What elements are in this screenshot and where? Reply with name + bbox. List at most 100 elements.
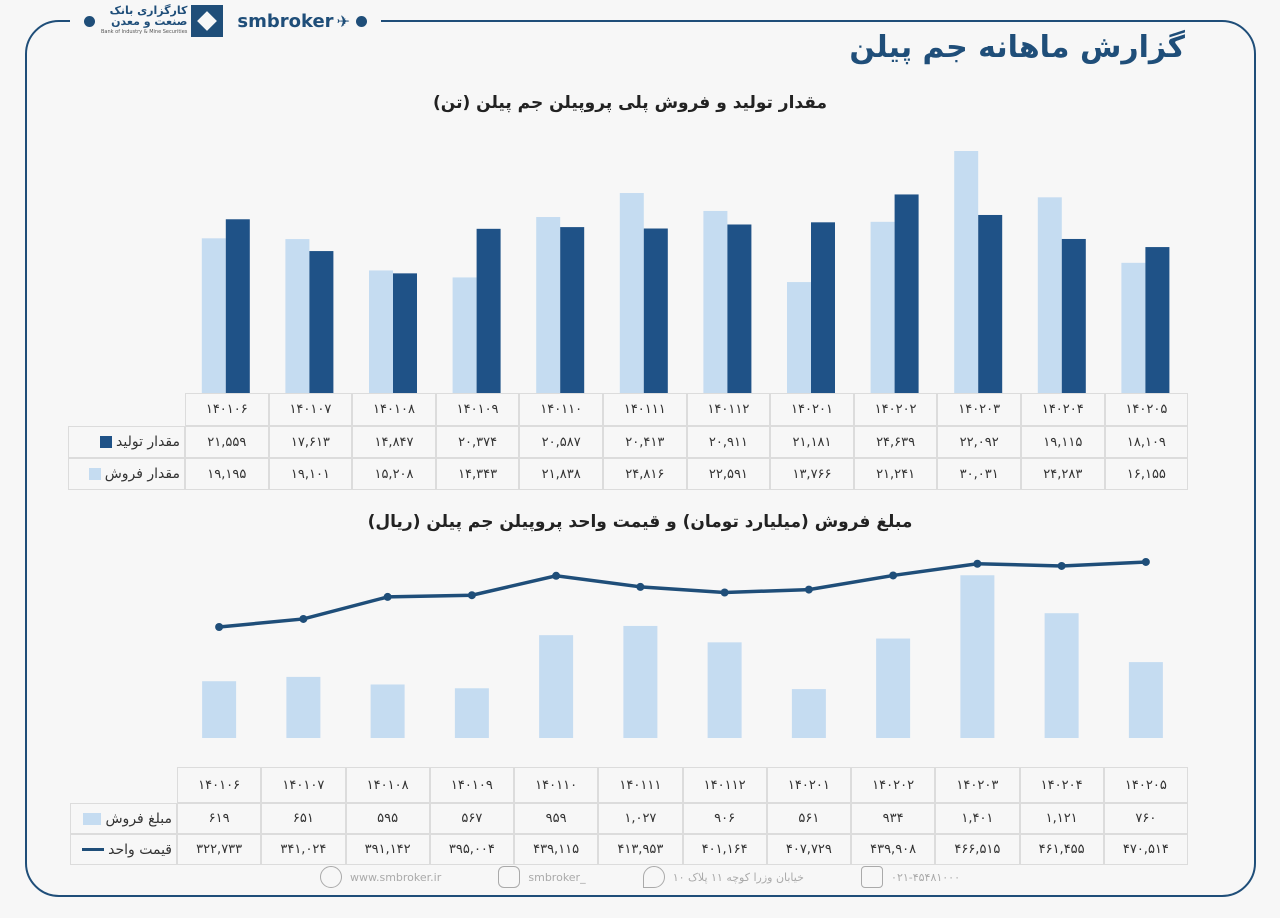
globe-icon <box>320 866 342 888</box>
production-qty-bar <box>309 251 334 393</box>
unit-price-value: ۴۷۰,۵۱۴ <box>1103 834 1188 865</box>
sales-qty-bar <box>703 210 728 393</box>
category-label: ۱۴۰۱۰۶ <box>177 767 262 803</box>
sales-qty-bar <box>1037 197 1062 393</box>
category-label: ۱۴۰۲۰۵ <box>1103 767 1188 803</box>
unit-price-value: ۳۴۱,۰۲۴ <box>261 834 346 865</box>
production-qty-bar <box>894 194 919 393</box>
production-qty-bar <box>1145 247 1170 393</box>
category-label: ۱۴۰۲۰۳ <box>935 767 1020 803</box>
header-logos: کارگزاری بانک صنعت و معدن Bank of Indust… <box>70 4 381 38</box>
location-pin-icon <box>642 866 665 888</box>
sales-value: ۲۱,۸۳۸ <box>519 458 603 490</box>
sales-value: ۲۱,۲۴۱ <box>853 458 938 490</box>
production-value: ۱۹,۱۱۵ <box>1021 426 1105 458</box>
category-label: ۱۴۰۲۰۵ <box>1104 393 1189 426</box>
category-label: ۱۴۰۱۱۰ <box>519 393 603 426</box>
unit-price-point <box>383 592 392 601</box>
bank-name-en: Bank of Industry & Mine Securities <box>101 28 188 35</box>
telephone-icon <box>861 866 884 888</box>
unit-price-point <box>299 614 308 623</box>
legend-unit-price: قیمت واحد <box>70 834 177 865</box>
production-value: ۱۴,۸۴۷ <box>352 426 436 458</box>
sales-qty-bar <box>369 270 393 393</box>
production-value: ۲۰,۴۱۳ <box>603 426 687 458</box>
production-qty-bar <box>1061 238 1086 393</box>
sales-amount-bar <box>1128 662 1163 738</box>
category-label: ۱۴۰۱۰۹ <box>429 767 514 803</box>
legend-label: مقدار تولید <box>116 434 180 450</box>
sales-value: ۱۵,۲۰۸ <box>352 458 436 490</box>
legend-sales: مقدار فروش <box>68 458 185 490</box>
production-value: ۲۰,۳۷۴ <box>435 426 520 458</box>
unit-price-value: ۴۳۹,۱۱۵ <box>514 834 599 865</box>
page-title: گزارش ماهانه جم پیلن <box>849 30 1185 65</box>
footer: www.smbroker.ir smbroker_ خیابان وزرا کو… <box>320 866 960 888</box>
production-value: ۱۷,۶۱۳ <box>268 426 353 458</box>
sales-value: ۱۶,۱۵۵ <box>1104 458 1189 490</box>
production-qty-bar <box>643 228 668 393</box>
sales-value: ۱۴,۳۴۳ <box>435 458 520 490</box>
unit-price-value: ۳۲۲,۷۳۳ <box>177 834 262 865</box>
dot-icon <box>84 15 95 27</box>
bank-name-line2: صنعت و معدن <box>111 14 188 28</box>
sales-value: ۲۴,۲۸۳ <box>1021 458 1105 490</box>
production-qty-bar <box>225 219 250 393</box>
production-qty-bar <box>727 224 752 393</box>
sales-qty-bar <box>536 217 561 393</box>
legend-sales-amount: مبلغ فروش <box>70 803 177 834</box>
sales-value: ۱۹,۱۰۱ <box>268 458 353 490</box>
sales-amount-value: ۱,۰۲۷ <box>598 803 683 834</box>
category-label: ۱۴۰۲۰۱ <box>766 767 851 803</box>
unit-price-line <box>218 560 1146 629</box>
legend-swatch <box>88 468 101 480</box>
unit-price-point <box>467 591 476 600</box>
sales-qty-bar <box>619 193 644 393</box>
sales-qty-bar <box>1121 262 1146 393</box>
unit-price-value: ۴۶۶,۵۱۵ <box>935 834 1020 865</box>
sales-amount-value: ۹۰۶ <box>682 803 767 834</box>
production-value: ۲۲,۰۹۲ <box>937 426 1021 458</box>
footer-phone: ۰۲۱-۴۵۴۸۱۰۰۰ <box>861 866 960 888</box>
legend-production: مقدار تولید <box>68 426 185 458</box>
sales-amount-value: ۱,۱۲۱ <box>1019 803 1104 834</box>
sales-qty-bar <box>954 151 979 393</box>
unit-price-value: ۳۹۱,۱۴۲ <box>345 834 430 865</box>
sales-qty-bar <box>452 277 477 393</box>
unit-price-value: ۳۹۵,۰۰۴ <box>429 834 514 865</box>
legend-label: مقدار فروش <box>104 466 180 482</box>
unit-price-point <box>973 559 982 568</box>
unit-price-value: ۴۰۷,۷۲۹ <box>766 834 851 865</box>
unit-price-point <box>552 571 561 580</box>
footer-instagram[interactable]: smbroker_ <box>498 866 586 888</box>
production-qty-bar <box>811 222 835 393</box>
sales-amount-bar <box>1044 613 1079 738</box>
sales-amount-bar <box>960 575 995 738</box>
sales-value: ۳۰,۰۳۱ <box>937 458 1021 490</box>
category-label: ۱۴۰۱۰۷ <box>268 393 353 426</box>
category-label: ۱۴۰۱۰۹ <box>435 393 520 426</box>
production-value: ۲۴,۶۳۹ <box>853 426 938 458</box>
sales-amount-bar <box>791 689 826 738</box>
category-label: ۱۴۰۱۱۲ <box>686 393 771 426</box>
production-value: ۱۸,۱۰۹ <box>1104 426 1189 458</box>
sales-value: ۲۴,۸۱۶ <box>603 458 687 490</box>
sales-value: ۲۲,۵۹۱ <box>686 458 771 490</box>
chart1-title: مقدار تولید و فروش پلی پروپیلن جم پیلن (… <box>433 93 827 113</box>
unit-price-point <box>215 623 224 631</box>
chart2-title: مبلغ فروش (میلیارد تومان) و قیمت واحد پر… <box>367 512 913 532</box>
footer-website[interactable]: www.smbroker.ir <box>320 866 441 888</box>
sales-amount-value: ۱,۴۰۱ <box>935 803 1020 834</box>
production-value: ۲۰,۵۸۷ <box>519 426 603 458</box>
sales-qty-bar <box>787 282 811 393</box>
sales-amount-bar <box>454 688 489 738</box>
report-frame <box>25 20 1256 897</box>
unit-price-point <box>720 588 729 597</box>
unit-price-point <box>1141 557 1150 566</box>
unit-price-point <box>804 585 813 594</box>
legend-label: مبلغ فروش <box>105 810 172 827</box>
category-label: ۱۴۰۱۱۲ <box>682 767 767 803</box>
sales-amount-bar <box>286 676 321 738</box>
production-value: ۲۱,۵۵۹ <box>185 426 269 458</box>
